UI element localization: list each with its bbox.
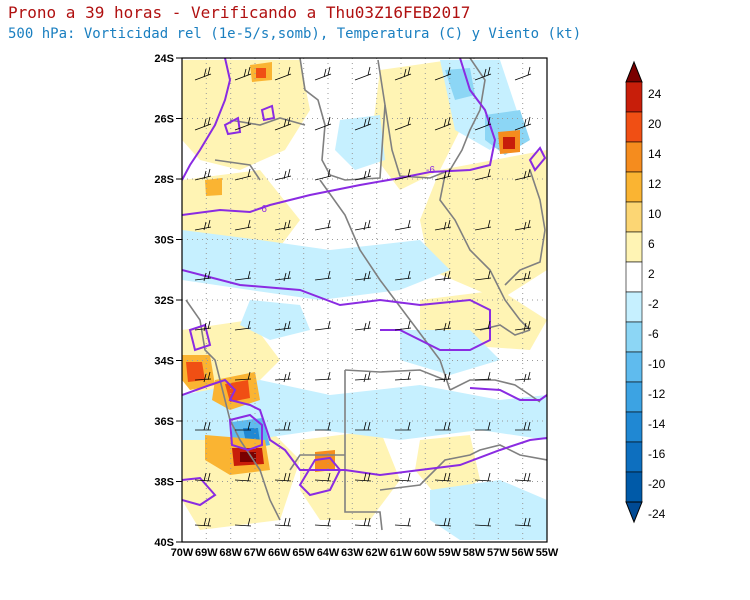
contour-label: -6: [258, 204, 267, 215]
colorbar-segment: [625, 81, 643, 113]
lon-label: 64W: [317, 547, 340, 559]
colorbar-label: -16: [648, 447, 666, 461]
lat-label: 26S: [154, 114, 174, 126]
lon-label: 65W: [292, 547, 315, 559]
lat-label: 36S: [154, 416, 174, 428]
colorbar-max-arrow: [625, 60, 643, 83]
colorbar-label: -6: [648, 327, 659, 341]
colorbar-label: 14: [648, 147, 662, 161]
lat-label: 32S: [154, 295, 174, 307]
lon-label: 62W: [365, 547, 388, 559]
contour-label: -6: [426, 165, 435, 176]
lon-label: 63W: [341, 547, 364, 559]
colorbar-label: 24: [648, 87, 662, 101]
colorbar-min-arrow: [625, 501, 643, 524]
lon-label: 56W: [511, 547, 534, 559]
lat-label: 30S: [154, 235, 174, 247]
colorbar-segment: [625, 171, 643, 203]
colorbar-segment: [625, 261, 643, 293]
colorbar-segment: [625, 231, 643, 263]
longitude-labels: 70W 69W 68W 67W 66W 65W 64W 63W 62W 61W …: [171, 547, 559, 559]
colorbar: 24 20 14 12 10 6 2 -2 -6 -10 -12 -14 -16 -20 -24: [625, 60, 666, 524]
colorbar-segment: [625, 351, 643, 383]
colorbar-label: -24: [648, 507, 666, 521]
colorbar-segment: [625, 321, 643, 353]
lon-label: 58W: [463, 547, 486, 559]
lon-label: 68W: [219, 547, 242, 559]
colorbar-segment: [625, 111, 643, 143]
latitude-labels: 24S 26S 28S 30S 32S 34S 36S 38S 40S: [154, 53, 174, 549]
lon-label: 61W: [390, 547, 413, 559]
lon-label: 70W: [171, 547, 194, 559]
colorbar-label: -20: [648, 477, 666, 491]
colorbar-label: -10: [648, 357, 666, 371]
lat-label: 40S: [154, 537, 174, 549]
colorbar-segment: [625, 201, 643, 233]
lon-label: 55W: [536, 547, 559, 559]
wind-barbs: [194, 66, 532, 527]
lat-label: 28S: [154, 174, 174, 186]
colorbar-segment: [625, 471, 643, 503]
colorbar-segment: [625, 291, 643, 323]
colorbar-label: 2: [648, 267, 655, 281]
axis-ticks: [176, 57, 182, 543]
colorbar-label: 12: [648, 177, 662, 191]
lon-label: 57W: [487, 547, 510, 559]
lon-label: 66W: [268, 547, 291, 559]
lon-label: 59W: [438, 547, 461, 559]
page-title: Prono a 39 horas - Verificando a Thu03Z1…: [8, 3, 471, 22]
lon-label: 67W: [244, 547, 267, 559]
colorbar-label: 6: [648, 237, 655, 251]
lat-label: 34S: [154, 356, 174, 368]
colorbar-segment: [625, 411, 643, 443]
colorbar-segment: [625, 441, 643, 473]
temperature-contours: [182, 58, 547, 507]
lon-label: 60W: [414, 547, 437, 559]
page-subtitle: 500 hPa: Vorticidad rel (1e-5/s,somb), T…: [8, 26, 582, 42]
colorbar-segment: [625, 381, 643, 413]
colorbar-label: -12: [648, 387, 666, 401]
vorticity-shading: [182, 58, 547, 542]
colorbar-label: -2: [648, 297, 659, 311]
lon-label: 69W: [195, 547, 218, 559]
colorbar-label: -14: [648, 417, 666, 431]
lat-label: 38S: [154, 477, 174, 489]
colorbar-label: 20: [648, 117, 662, 131]
colorbar-segment: [625, 141, 643, 173]
lat-label: 24S: [154, 53, 174, 65]
colorbar-label: 10: [648, 207, 662, 221]
